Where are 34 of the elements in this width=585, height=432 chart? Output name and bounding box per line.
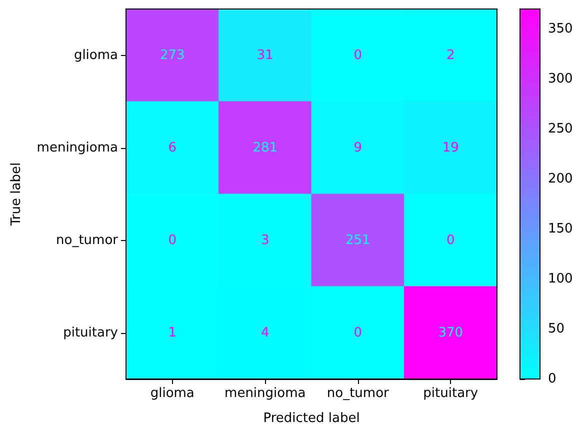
x-tick-label: no_tumor	[326, 386, 390, 401]
data-label: 281	[252, 140, 278, 156]
y-axis-title: True label	[9, 162, 24, 227]
data-label: 9	[354, 140, 362, 156]
data-label: 0	[168, 232, 177, 248]
data-label: 3	[260, 232, 270, 248]
y-tick-label: glioma	[74, 48, 118, 63]
data-label: 273	[160, 48, 185, 63]
data-label: 1	[168, 325, 177, 340]
data-label: 6	[168, 140, 177, 156]
x-tick-label: glioma	[150, 386, 194, 401]
color-bar-label: 250	[548, 122, 573, 136]
x-axis-title: Predicted label	[263, 411, 360, 426]
y-tick-label: meningioma	[36, 140, 118, 156]
data-label: 2	[446, 48, 455, 63]
data-label: 0	[354, 48, 362, 63]
x-tick-label: meningioma	[224, 386, 306, 401]
y-tick-label: pituitary	[63, 325, 118, 340]
color-bar-label: 50	[548, 322, 565, 336]
data-label: 19	[442, 140, 459, 156]
data-label: 0	[354, 325, 362, 340]
color-bar-label: 0	[548, 372, 556, 386]
color-bar-label: 200	[548, 172, 573, 186]
data-label: 31	[256, 48, 274, 63]
data-label: 251	[345, 232, 370, 248]
color-bar-label: 350	[548, 22, 573, 36]
color-bar-label: 100	[548, 272, 573, 286]
color-bar-label: 150	[548, 222, 573, 236]
data-label: 0	[446, 232, 455, 248]
y-tick-label: no_tumor	[56, 232, 119, 248]
x-tick-label: pituitary	[423, 386, 478, 401]
color-bar-label: 300	[548, 72, 573, 86]
data-label: 370	[438, 325, 464, 340]
data-label: 4	[260, 325, 270, 340]
